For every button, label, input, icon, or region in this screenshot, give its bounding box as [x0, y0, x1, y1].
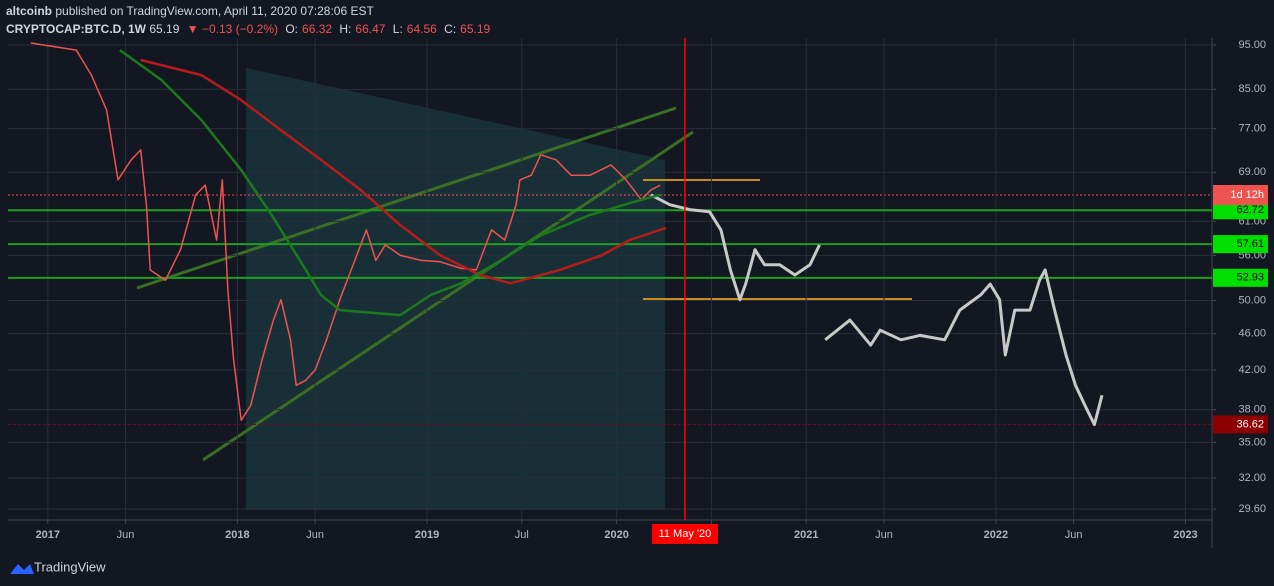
y-tick-label: 29.60	[1238, 503, 1266, 515]
marker-label: 11 May '20	[659, 528, 712, 540]
high: 66.47	[355, 22, 386, 36]
x-tick-label: 2023	[1173, 529, 1197, 541]
level-label: 52.93	[1236, 272, 1264, 284]
x-tick-label: Jun	[875, 529, 893, 541]
x-tick-label: 2017	[36, 529, 60, 541]
y-tick-label: 95.00	[1238, 39, 1266, 51]
y-tick-label: 32.00	[1238, 472, 1266, 484]
x-tick-label: Jul	[515, 529, 529, 541]
x-tick-label: 2018	[225, 529, 249, 541]
c-label: C:	[444, 22, 457, 36]
o-label: O:	[285, 22, 299, 36]
y-tick-label: 50.00	[1238, 294, 1266, 306]
triangle-shade	[246, 68, 665, 510]
series-line	[119, 49, 661, 317]
close: 65.19	[460, 22, 491, 36]
published: published on TradingView.com, April 11, …	[55, 4, 374, 18]
l-label: L:	[392, 22, 403, 36]
y-tick-label: 77.00	[1238, 123, 1266, 135]
y-tick-label: 46.00	[1238, 328, 1266, 340]
level-label: 62.72	[1236, 204, 1264, 216]
x-tick-label: Jun	[306, 529, 324, 541]
trend-line	[202, 130, 694, 462]
marker-label-bg	[651, 524, 718, 544]
x-tick-label: 2019	[415, 529, 439, 541]
level-label: 36.62	[1236, 418, 1264, 430]
x-tick-label: Jun	[117, 529, 135, 541]
h-label: H:	[339, 22, 352, 36]
series-line	[650, 193, 1104, 427]
level-label-bg	[1213, 201, 1268, 220]
y-tick-label: 85.00	[1238, 83, 1266, 95]
countdown-bg	[1213, 185, 1268, 205]
level-label-bg	[1213, 268, 1268, 287]
open: 66.32	[302, 22, 333, 36]
author: altcoinb	[6, 4, 53, 18]
countdown: 1d 12h	[1230, 189, 1264, 201]
level-label-bg	[1213, 415, 1268, 434]
level-label: 57.61	[1236, 238, 1264, 250]
y-tick-label: 69.00	[1238, 166, 1266, 178]
series-line	[30, 42, 661, 422]
footer	[0, 548, 1274, 586]
series-line	[140, 58, 667, 285]
last: 65.19	[149, 22, 180, 36]
y-tick-label: 42.00	[1238, 364, 1266, 376]
y-tick-label: 38.00	[1238, 404, 1266, 416]
publish-line: altcoinb published on TradingView.com, A…	[6, 4, 378, 18]
x-tick-label: 2022	[984, 529, 1008, 541]
low: 64.56	[406, 22, 437, 36]
symbol-line: CRYPTOCAP:BTC.D, 1W 65.19 ▼ −0.13 (−0.2%…	[6, 22, 494, 36]
logo-icon	[10, 564, 34, 574]
symbol: CRYPTOCAP:BTC.D, 1W	[6, 22, 147, 36]
level-label-bg	[1213, 235, 1268, 254]
x-tick-label: 2020	[604, 529, 628, 541]
y-tick-label: 35.00	[1238, 436, 1266, 448]
x-tick-label: Jun	[1065, 529, 1083, 541]
logo-text[interactable]: TradingView	[34, 559, 106, 574]
x-tick-label: 2021	[794, 529, 818, 541]
change: ▼ −0.13 (−0.2%)	[186, 22, 278, 36]
